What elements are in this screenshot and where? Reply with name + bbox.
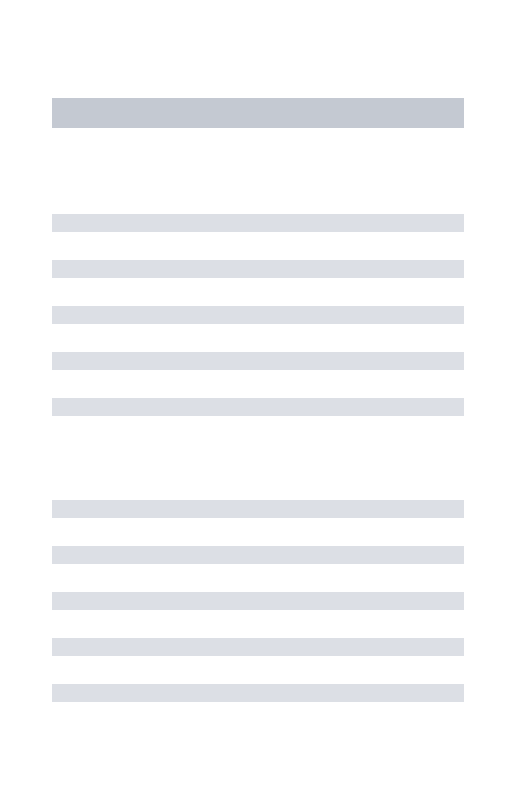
spacer-medium	[52, 444, 464, 500]
skeleton-header-bar	[52, 98, 464, 128]
skeleton-line	[52, 306, 464, 324]
skeleton-line	[52, 684, 464, 702]
skeleton-container	[0, 98, 516, 702]
skeleton-line	[52, 546, 464, 564]
skeleton-line	[52, 214, 464, 232]
spacer-large	[52, 128, 464, 214]
skeleton-line	[52, 398, 464, 416]
skeleton-line	[52, 638, 464, 656]
skeleton-line	[52, 260, 464, 278]
skeleton-line	[52, 592, 464, 610]
skeleton-line	[52, 500, 464, 518]
skeleton-line	[52, 352, 464, 370]
